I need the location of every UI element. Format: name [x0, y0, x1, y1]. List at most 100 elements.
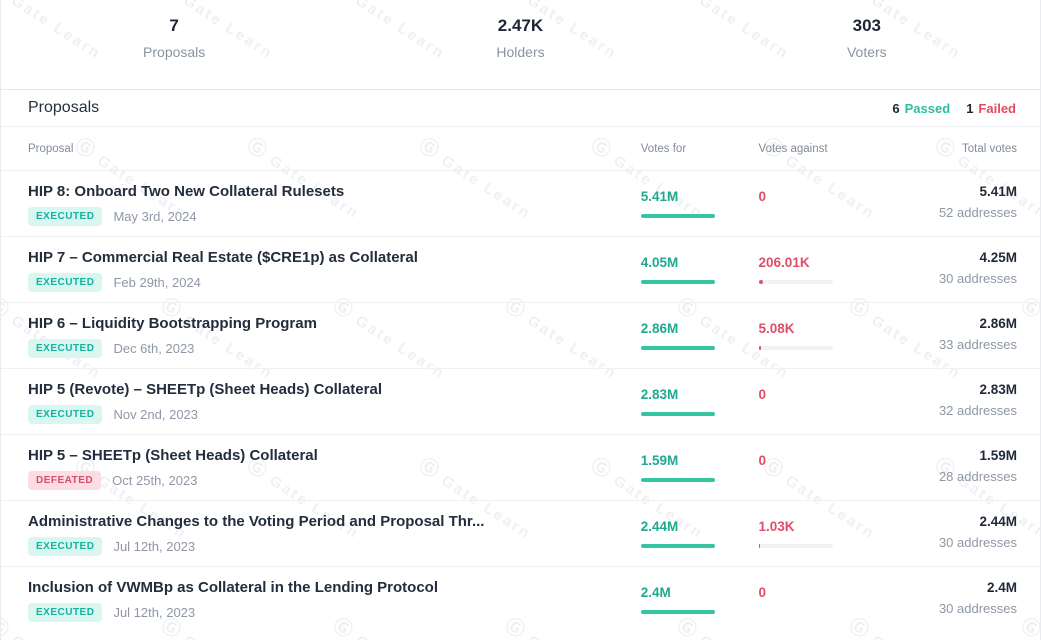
proposal-cell: HIP 5 – SHEETp (Sheet Heads) Collateral …	[28, 446, 641, 500]
votes-against-cell: 1.03K	[758, 512, 919, 566]
total-votes-cell: 2.83M 32 addresses	[918, 380, 1017, 434]
proposal-cell: Inclusion of VWMBp as Collateral in the …	[28, 578, 641, 632]
total-votes-value: 1.59M	[979, 448, 1017, 463]
votes-against-value: 1.03K	[758, 519, 795, 534]
failed-tally: 1 Failed	[966, 101, 1016, 116]
votes-for-cell: 2.44M	[640, 512, 759, 566]
status-badge: EXECUTED	[28, 603, 103, 622]
total-votes-cell: 4.25M 30 addresses	[918, 248, 1017, 302]
stat-voters-value: 303	[852, 16, 881, 35]
votes-against-bar-fill	[758, 346, 761, 350]
proposal-title: HIP 5 – SHEETp (Sheet Heads) Collateral	[28, 447, 318, 464]
votes-for-cell: 5.41M	[640, 182, 759, 236]
votes-against-cell: 0	[759, 446, 919, 500]
proposal-cell: HIP 8: Onboard Two New Collateral Rulese…	[28, 182, 641, 236]
proposal-rows: HIP 8: Onboard Two New Collateral Rulese…	[1, 170, 1040, 632]
votes-against-cell: 0	[759, 182, 919, 236]
table-row[interactable]: HIP 6 – Liquidity Bootstrapping Program …	[1, 302, 1040, 368]
stat-proposals-label: Proposals	[143, 44, 206, 60]
votes-for-cell: 2.4M	[640, 578, 759, 632]
votes-against-cell: 0	[759, 578, 919, 632]
votes-for-cell: 1.59M	[640, 446, 759, 500]
proposal-date: Nov 2nd, 2023	[113, 407, 199, 422]
proposal-meta: EXECUTED Feb 29th, 2024	[28, 273, 641, 292]
votes-against-cell: 0	[759, 380, 919, 434]
votes-against-value: 5.08K	[758, 321, 795, 336]
votes-against-value: 0	[758, 189, 767, 204]
votes-for-bar	[640, 346, 715, 350]
votes-for-value: 1.59M	[640, 453, 679, 468]
proposal-cell: Administrative Changes to the Voting Per…	[28, 512, 641, 566]
total-votes-value: 5.41M	[979, 184, 1017, 199]
votes-against-cell: 206.01K	[758, 248, 919, 302]
proposal-cell: HIP 5 (Revote) – SHEETp (Sheet Heads) Co…	[28, 380, 641, 434]
votes-for-cell: 2.86M	[640, 314, 759, 368]
total-addresses: 32 addresses	[938, 403, 1017, 418]
status-badge: EXECUTED	[28, 405, 103, 424]
proposal-date: May 3rd, 2024	[113, 209, 197, 224]
votes-for-value: 2.83M	[640, 387, 679, 402]
stat-holders: 2.47K Holders	[347, 16, 693, 89]
votes-for-bar	[640, 544, 715, 548]
proposal-date: Jul 12th, 2023	[113, 605, 196, 620]
page-title: Proposals	[28, 99, 100, 116]
votes-against-cell: 5.08K	[758, 314, 919, 368]
votes-against-bar	[758, 346, 833, 350]
stat-voters-label: Voters	[846, 44, 887, 60]
passed-label: Passed	[904, 100, 951, 116]
proposal-meta: EXECUTED Jul 12th, 2023	[28, 603, 641, 622]
total-votes-value: 2.86M	[979, 316, 1017, 331]
proposal-meta: DEFEATED Oct 25th, 2023	[28, 471, 641, 490]
total-votes-cell: 1.59M 28 addresses	[918, 446, 1017, 500]
total-votes-cell: 2.44M 30 addresses	[918, 512, 1017, 566]
votes-for-value: 4.05M	[640, 255, 679, 270]
status-badge: EXECUTED	[28, 273, 103, 292]
table-row[interactable]: HIP 8: Onboard Two New Collateral Rulese…	[1, 170, 1040, 236]
proposal-date: Feb 29th, 2024	[113, 275, 201, 290]
proposal-meta: EXECUTED May 3rd, 2024	[28, 207, 641, 226]
votes-for-bar	[640, 478, 715, 482]
status-badge: EXECUTED	[28, 339, 103, 358]
total-votes-cell: 5.41M 52 addresses	[918, 182, 1017, 236]
votes-for-bar	[640, 610, 715, 614]
pass-fail-tally: 6 Passed 1 Failed	[892, 101, 1016, 116]
stat-voters: 303 Voters	[694, 16, 1040, 89]
votes-against-value: 0	[758, 387, 767, 402]
header-total-votes: Total votes	[962, 142, 1017, 155]
stat-holders-label: Holders	[496, 44, 545, 60]
header-votes-for: Votes for	[640, 142, 687, 155]
table-row[interactable]: Administrative Changes to the Voting Per…	[1, 500, 1040, 566]
proposal-date: Jul 12th, 2023	[113, 539, 196, 554]
votes-against-value: 0	[758, 453, 767, 468]
proposal-title: Administrative Changes to the Voting Per…	[28, 513, 485, 530]
votes-against-bar	[758, 280, 833, 284]
table-row[interactable]: HIP 5 (Revote) – SHEETp (Sheet Heads) Co…	[1, 368, 1040, 434]
votes-for-value: 2.44M	[640, 519, 679, 534]
proposals-section-header: Proposals 6 Passed 1 Failed	[1, 90, 1040, 127]
table-row[interactable]: HIP 7 – Commercial Real Estate ($CRE1p) …	[1, 236, 1040, 302]
status-badge: EXECUTED	[28, 537, 103, 556]
total-votes-value: 2.83M	[979, 382, 1017, 397]
votes-for-value: 2.4M	[640, 585, 671, 600]
votes-for-cell: 4.05M	[640, 248, 759, 302]
passed-count: 6	[892, 100, 900, 116]
failed-count: 1	[966, 100, 974, 116]
total-votes-value: 2.44M	[979, 514, 1017, 529]
votes-for-cell: 2.83M	[640, 380, 759, 434]
total-addresses: 30 addresses	[938, 601, 1017, 616]
table-row[interactable]: HIP 5 – SHEETp (Sheet Heads) Collateral …	[1, 434, 1040, 500]
stat-proposals-value: 7	[169, 16, 179, 35]
proposal-date: Oct 25th, 2023	[112, 473, 198, 488]
proposal-meta: EXECUTED Nov 2nd, 2023	[28, 405, 641, 424]
total-votes-value: 2.4M	[986, 580, 1017, 595]
votes-for-bar	[640, 412, 715, 416]
proposal-cell: HIP 7 – Commercial Real Estate ($CRE1p) …	[28, 248, 641, 302]
proposal-title: HIP 8: Onboard Two New Collateral Rulese…	[28, 183, 345, 200]
total-votes-value: 4.25M	[979, 250, 1017, 265]
proposal-title: Inclusion of VWMBp as Collateral in the …	[28, 579, 439, 596]
proposal-title: HIP 5 (Revote) – SHEETp (Sheet Heads) Co…	[28, 381, 382, 398]
votes-against-bar	[758, 544, 833, 548]
table-row[interactable]: Inclusion of VWMBp as Collateral in the …	[1, 566, 1040, 632]
total-addresses: 28 addresses	[938, 469, 1017, 484]
